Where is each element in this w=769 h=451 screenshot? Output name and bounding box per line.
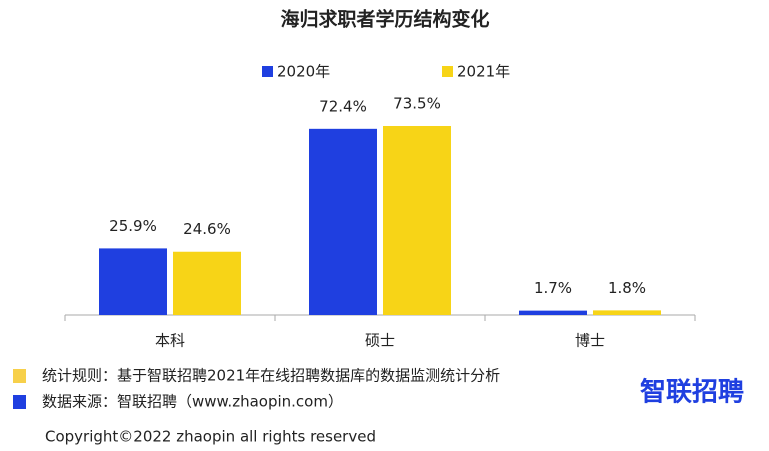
copyright: Copyright©2022 zhaopin all rights reserv…: [45, 428, 376, 446]
legend-swatch: [442, 66, 453, 77]
x-tick-label: 博士: [575, 332, 605, 350]
legend-label: 2021年: [457, 63, 510, 81]
note-swatch: [13, 369, 26, 383]
bar: [593, 310, 661, 315]
x-tick-label: 本科: [155, 332, 185, 350]
value-label: 24.6%: [183, 220, 231, 238]
value-label: 1.8%: [608, 279, 646, 297]
x-tick-label: 硕士: [365, 332, 395, 350]
chart-title: 海归求职者学历结构变化: [280, 8, 489, 31]
note-text: 数据来源：智联招聘（www.zhaopin.com）: [42, 393, 343, 411]
legend-label: 2020年: [277, 63, 330, 81]
bar: [99, 248, 167, 315]
value-label: 72.4%: [319, 97, 367, 115]
value-label: 25.9%: [109, 217, 157, 235]
logo: 智联招聘: [640, 378, 744, 408]
value-label: 1.7%: [534, 279, 572, 297]
bar: [309, 128, 377, 315]
note-text: 统计规则：基于智联招聘2021年在线招聘数据库的数据监测统计分析: [42, 367, 500, 385]
legend-swatch: [262, 66, 273, 77]
bar: [519, 310, 587, 315]
note-swatch: [13, 395, 26, 409]
bar: [173, 251, 241, 315]
bar: [383, 126, 451, 315]
value-label: 73.5%: [393, 95, 441, 113]
